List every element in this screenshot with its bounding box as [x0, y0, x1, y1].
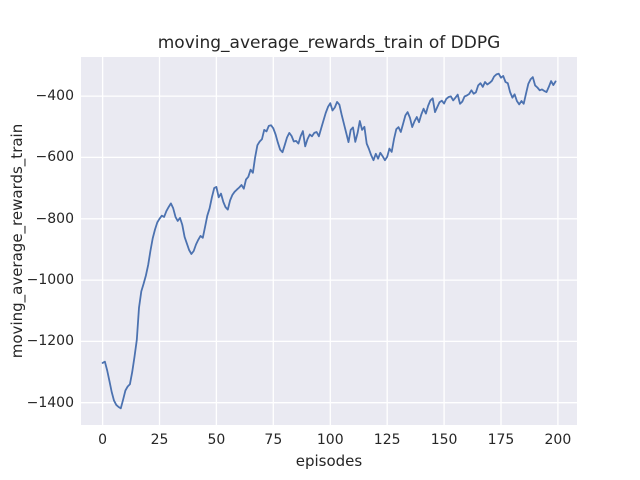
x-tick-label: 0 [98, 432, 108, 448]
y-tick-label: −600 [35, 149, 74, 166]
x-tick-label: 25 [150, 432, 169, 448]
x-axis-label: episodes [295, 452, 363, 470]
y-tick-label: −400 [35, 88, 74, 105]
x-tick-label: 100 [316, 432, 344, 448]
reward-line [101, 72, 557, 410]
y-tick-label: −800 [35, 210, 74, 227]
x-tick-label: 150 [430, 432, 458, 448]
x-tick-label: 50 [207, 432, 226, 448]
x-tick-label: 125 [373, 432, 401, 448]
x-tick-label: 75 [264, 432, 283, 448]
plot-background [81, 57, 577, 425]
gridlines [81, 57, 577, 425]
y-tick-label: −1400 [26, 394, 74, 411]
chart-title: moving_average_rewards_train of DDPG [157, 33, 501, 53]
y-tick-label: −1000 [26, 272, 74, 289]
x-tick-label: 175 [487, 432, 515, 448]
x-tick-label: 200 [544, 432, 572, 448]
y-tick-label: −1200 [26, 333, 74, 350]
